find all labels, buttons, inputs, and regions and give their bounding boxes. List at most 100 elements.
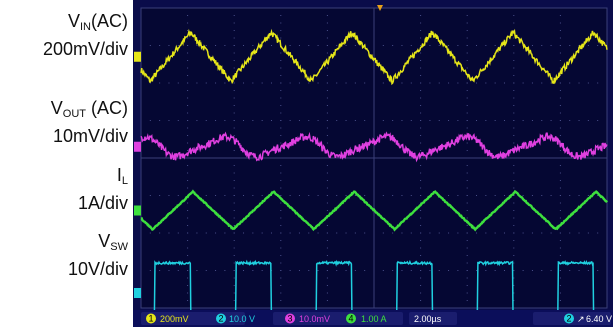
grid-dot: [569, 45, 571, 46]
grid-dot: [550, 195, 552, 196]
grid-dot: [233, 112, 235, 114]
grid-dot: [410, 232, 412, 234]
grid-dot: [224, 232, 226, 234]
grid-dot: [420, 22, 422, 24]
grid-border: [140, 7, 608, 309]
grid-dot: [224, 195, 226, 196]
grid-dot: [466, 232, 468, 234]
grid-dot: [326, 30, 328, 31]
grid-dot: [569, 120, 571, 121]
grid-dot: [326, 180, 328, 181]
grid-dot: [280, 60, 282, 61]
grid-dot: [205, 45, 207, 46]
grid-dot: [420, 202, 422, 204]
grid-dot: [233, 202, 235, 204]
grid-dot: [513, 270, 515, 271]
grid-dot: [485, 232, 487, 234]
grid-dot: [420, 187, 422, 189]
grid-dot: [149, 232, 151, 234]
grid-dot: [401, 195, 403, 196]
grid-dot: [587, 232, 589, 234]
status-ch4-scale: 1.00 A: [361, 314, 387, 324]
grid-dot: [401, 45, 403, 46]
grid-dot: [159, 45, 161, 46]
grid-dot: [280, 262, 282, 264]
channel-marker-ch4: [134, 205, 141, 216]
grid-dot: [569, 270, 571, 271]
grid-dot: [280, 255, 282, 256]
grid-dot: [326, 112, 328, 114]
grid-dot: [513, 247, 515, 249]
grid-dot: [420, 150, 422, 151]
grid-dot: [317, 270, 319, 271]
grid-dot: [559, 165, 561, 166]
grid-dot: [187, 270, 189, 271]
grid-dot: [541, 45, 543, 46]
grid-dot: [420, 37, 422, 39]
grid-dot: [187, 37, 189, 39]
grid-dot: [513, 120, 515, 121]
grid-dot: [578, 270, 580, 271]
grid-dot: [466, 285, 468, 286]
grid-dot: [177, 45, 179, 46]
grid-dot: [420, 292, 422, 294]
grid-dot: [233, 150, 235, 151]
grid-dot: [196, 45, 198, 46]
grid-dot: [354, 45, 356, 46]
grid-dot: [503, 195, 505, 196]
grid-dot: [298, 120, 300, 121]
grid-dot: [261, 232, 263, 234]
grid-dot: [587, 270, 589, 271]
grid-dot: [597, 270, 599, 271]
grid-dot: [326, 52, 328, 54]
grid-dot: [326, 120, 328, 121]
grid-dot: [420, 142, 422, 144]
grid-dot: [159, 82, 161, 84]
grid-dot: [559, 127, 561, 129]
grid-dot: [513, 112, 515, 114]
grid-dot: [205, 82, 207, 84]
grid-dot: [420, 285, 422, 286]
grid-dot: [420, 105, 422, 106]
grid-dot: [233, 247, 235, 249]
grid-dot: [298, 270, 300, 271]
grid-dot: [513, 135, 515, 136]
grid-dot: [466, 60, 468, 61]
grid-dot: [522, 82, 524, 84]
grid-dot: [476, 270, 478, 271]
grid-dot: [233, 195, 235, 196]
grid-dot: [187, 15, 189, 16]
grid-dot: [233, 105, 235, 106]
grid-dot: [168, 270, 170, 271]
grid-dot: [522, 232, 524, 234]
grid-dot: [326, 195, 328, 196]
grid-dot: [466, 30, 468, 31]
grid-dot: [270, 232, 272, 234]
grid-dot: [336, 195, 338, 196]
grid-dot: [280, 15, 282, 16]
grid-dot: [261, 270, 263, 271]
grid-dot: [196, 232, 198, 234]
grid-dot: [438, 82, 440, 84]
grid-dot: [559, 285, 561, 286]
grid-dot: [513, 225, 515, 226]
grid-dot: [233, 90, 235, 91]
grid-dot: [541, 232, 543, 234]
grid-dot: [466, 90, 468, 91]
grid-dot: [466, 142, 468, 144]
grid-dot: [466, 262, 468, 264]
grid-dot: [187, 232, 189, 234]
trace-ch3: [140, 131, 608, 163]
grid-dot: [326, 300, 328, 301]
grid-dot: [205, 232, 207, 234]
grid-dot: [345, 45, 347, 46]
grid-dot: [466, 225, 468, 226]
grid-dot: [308, 120, 310, 121]
grid-dot: [522, 195, 524, 196]
grid-dot: [420, 232, 422, 234]
grid-dot: [326, 45, 328, 46]
grid-dot: [317, 45, 319, 46]
grid-dot: [280, 210, 282, 211]
grid-dot: [410, 270, 412, 271]
grid-dot: [429, 270, 431, 271]
